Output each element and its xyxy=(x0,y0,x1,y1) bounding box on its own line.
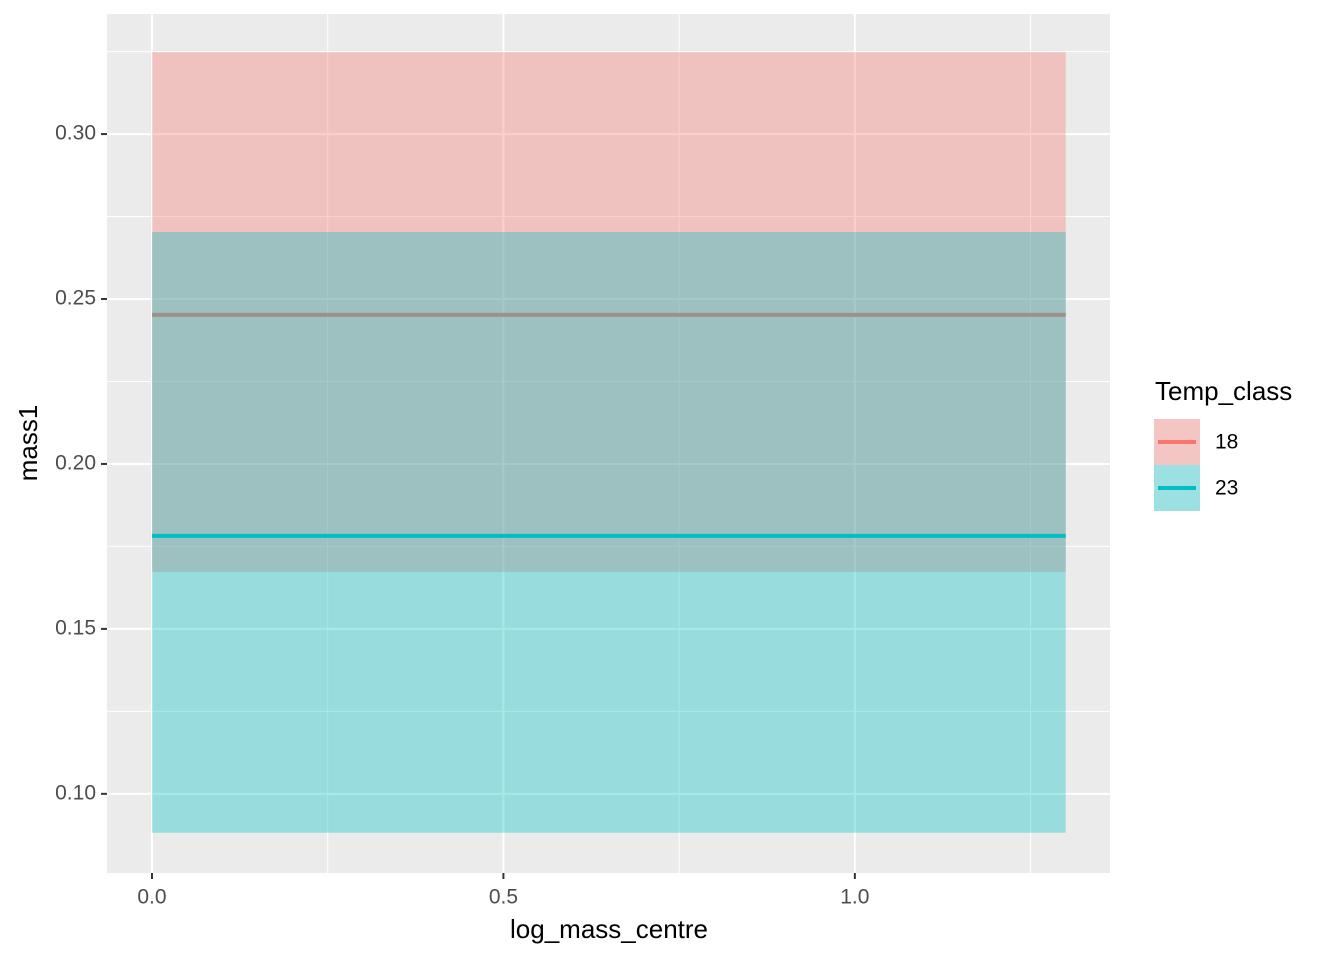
legend-title: Temp_class xyxy=(1155,376,1292,406)
panel xyxy=(107,14,1110,873)
x-tick-label: 1.0 xyxy=(840,886,869,909)
y-tick-label: 0.20 xyxy=(55,451,96,474)
x-axis-title: log_mass_centre xyxy=(510,914,708,944)
ribbon xyxy=(151,52,1066,572)
y-tick-label: 0.25 xyxy=(55,287,96,310)
legend-label: 18 xyxy=(1215,431,1238,454)
y-tick-label: 0.15 xyxy=(55,616,96,639)
y-tick-label: 0.30 xyxy=(55,122,96,145)
y-tick-label: 0.10 xyxy=(55,781,96,804)
x-tick-label: 0.5 xyxy=(489,886,518,909)
x-tick-label: 0.0 xyxy=(137,886,166,909)
y-axis-title: mass1 xyxy=(13,405,43,482)
legend-label: 23 xyxy=(1215,477,1238,500)
ribbon xyxy=(151,232,1066,833)
